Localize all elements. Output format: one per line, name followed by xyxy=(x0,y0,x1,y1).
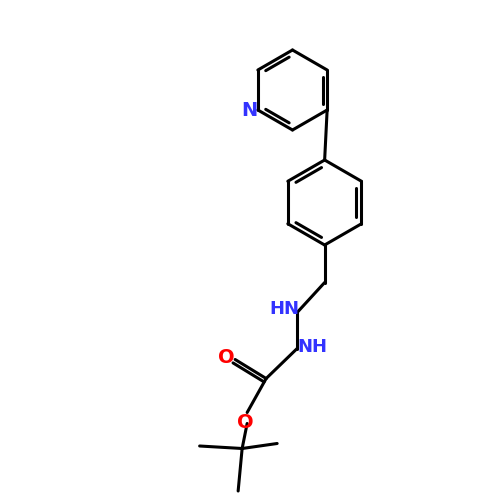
Text: HN: HN xyxy=(270,300,300,318)
Text: O: O xyxy=(218,348,234,366)
Text: N: N xyxy=(241,100,258,119)
Text: NH: NH xyxy=(297,338,327,356)
Text: O: O xyxy=(238,413,254,432)
